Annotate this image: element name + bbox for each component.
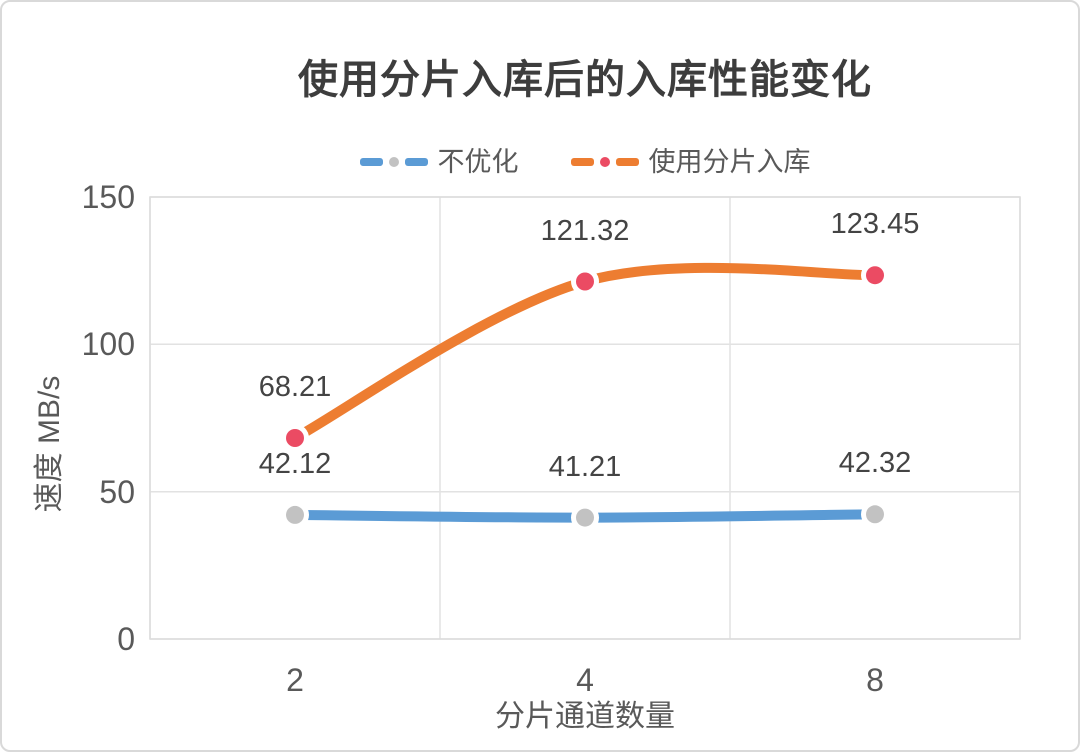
series-1-marker xyxy=(866,266,884,285)
legend-item-no-optimization: 不优化 xyxy=(359,146,519,178)
series-1-marker xyxy=(576,272,594,291)
x-axis-title: 分片通道数量 xyxy=(495,700,675,733)
y-tick-label: 50 xyxy=(99,474,135,510)
data-label-series-1: 68.21 xyxy=(258,371,332,403)
data-label-series-0: 42.12 xyxy=(258,448,332,480)
data-label-series-0: 42.32 xyxy=(838,447,912,479)
series-0-marker xyxy=(866,505,884,524)
series-1-marker xyxy=(286,429,304,447)
legend-line-dot-marker-icon xyxy=(570,157,639,167)
legend-label-no-optimization: 不优化 xyxy=(437,147,519,177)
series-0-marker xyxy=(286,505,304,524)
x-tick-label: 2 xyxy=(286,662,304,698)
x-tick-label: 8 xyxy=(866,662,884,698)
y-tick-label: 150 xyxy=(81,179,135,215)
x-tick-label: 4 xyxy=(576,662,594,698)
chart-legend: 不优化 使用分片入库 xyxy=(150,143,1020,181)
chart-title: 使用分片入库后的入库性能变化 xyxy=(298,58,872,102)
legend-line-dot-marker-icon xyxy=(359,157,428,167)
y-tick-label: 100 xyxy=(81,326,135,362)
legend-label-sharded-ingest: 使用分片入库 xyxy=(648,147,811,177)
series-0-marker xyxy=(576,508,594,527)
plot-border xyxy=(149,196,1021,640)
data-label-series-1: 121.32 xyxy=(540,215,630,247)
data-label-series-1: 123.45 xyxy=(830,208,920,240)
data-label-series-0: 41.21 xyxy=(548,451,622,483)
y-tick-label: 0 xyxy=(117,621,135,657)
legend-item-sharded-ingest: 使用分片入库 xyxy=(570,146,811,178)
